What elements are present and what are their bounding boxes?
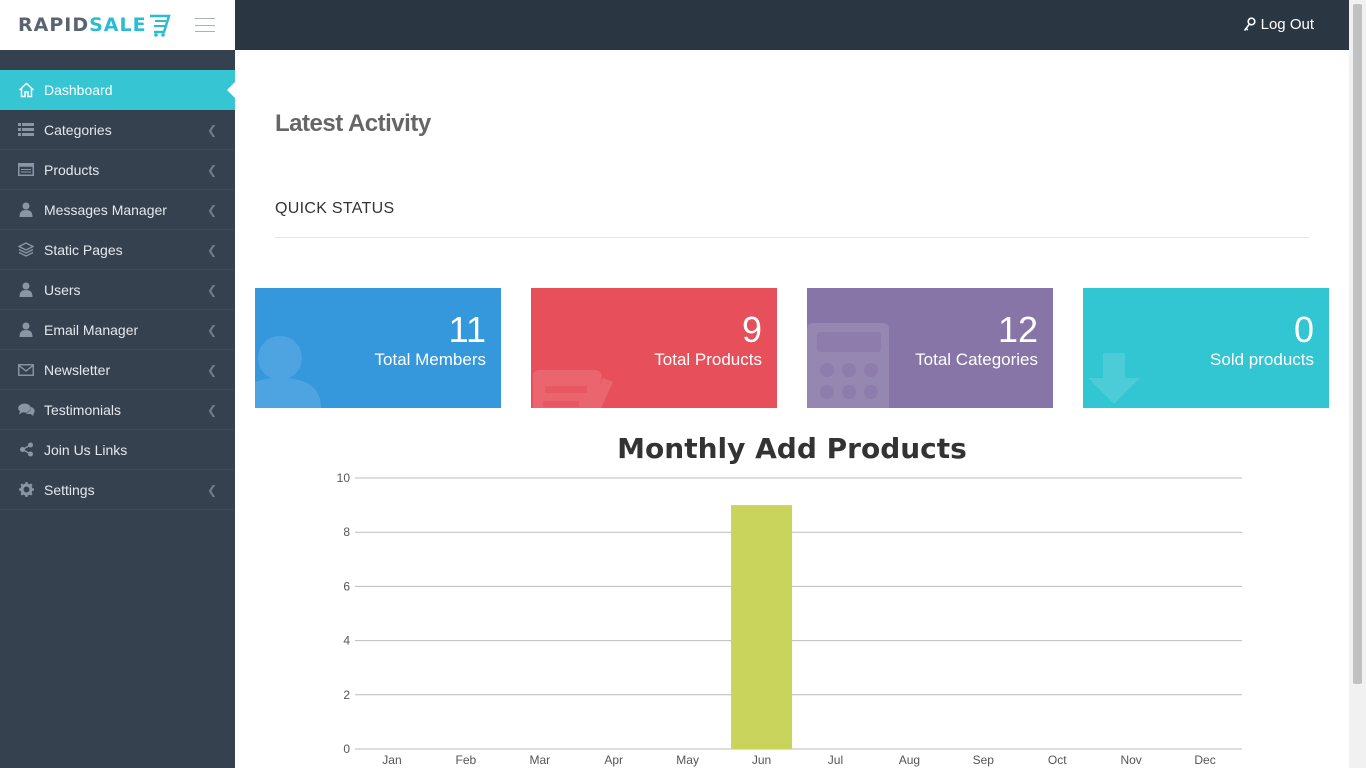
- scrollbar-thumb[interactable]: [1353, 4, 1362, 684]
- chevron-left-icon: ❮: [206, 282, 218, 297]
- stat-value: 11: [448, 309, 486, 350]
- logo-bar: RAPID SALE: [0, 0, 235, 50]
- gear-icon: [17, 482, 35, 498]
- sidebar-item-users[interactable]: Users ❮: [0, 270, 235, 310]
- chevron-left-icon: ❮: [206, 162, 218, 177]
- y-tick-label: 8: [343, 525, 350, 539]
- y-tick-label: 0: [343, 742, 350, 756]
- user-icon: [255, 336, 321, 408]
- sidebar-item-settings[interactable]: Settings ❮: [0, 470, 235, 510]
- chart-title: Monthly Add Products: [617, 432, 967, 465]
- user-icon: [17, 322, 35, 338]
- sidebar-toggle-button[interactable]: [195, 18, 215, 32]
- x-tick-label: Jan: [382, 753, 401, 767]
- y-tick-label: 6: [343, 579, 350, 593]
- logo[interactable]: RAPID SALE: [18, 12, 171, 38]
- page-title: Latest Activity: [275, 110, 431, 137]
- stat-label: Total Products: [654, 350, 762, 369]
- divider: [275, 237, 1309, 238]
- document-icon: [533, 370, 613, 408]
- x-tick-label: Mar: [529, 753, 550, 767]
- sidebar-item-label: Products: [44, 161, 100, 178]
- top-header: Log Out: [235, 0, 1349, 50]
- stat-value: 0: [1293, 309, 1314, 350]
- home-icon: [17, 82, 35, 98]
- sidebar-item-label: Users: [44, 281, 81, 298]
- sidebar-item-messages-manager[interactable]: Messages Manager ❮: [0, 190, 235, 230]
- chevron-left-icon: ❮: [206, 202, 218, 217]
- x-tick-label: Oct: [1048, 753, 1067, 767]
- sidebar-item-join-us-links[interactable]: Join Us Links: [0, 430, 235, 470]
- user-icon: [17, 282, 35, 298]
- page-scrollbar[interactable]: [1349, 0, 1366, 768]
- sidebar-item-label: Static Pages: [44, 241, 123, 258]
- sidebar-item-categories[interactable]: Categories ❮: [0, 110, 235, 150]
- download-icon: [1088, 353, 1140, 404]
- sidebar-item-label: Categories: [44, 121, 112, 138]
- x-tick-label: Feb: [456, 753, 477, 767]
- monthly-products-chart: Monthly Add Products 0 2 4 6 8 10 Jan Feb Mar Apr…: [235, 425, 1349, 768]
- sidebar-item-label: Email Manager: [44, 321, 139, 338]
- layers-icon: [17, 242, 35, 258]
- stat-card-total-members[interactable]: 11 Total Members: [255, 288, 501, 408]
- user-icon: [17, 202, 35, 218]
- bar-jun[interactable]: [731, 505, 793, 749]
- chevron-left-icon: ❮: [206, 482, 218, 497]
- x-tick-label: Jun: [752, 753, 771, 767]
- y-tick-label: 2: [343, 688, 350, 702]
- stat-value: 9: [741, 309, 762, 350]
- sidebar-item-label: Newsletter: [44, 361, 111, 378]
- list-icon: [17, 122, 35, 138]
- envelope-icon: [17, 362, 35, 378]
- comments-icon: [17, 402, 35, 418]
- stat-card-total-products[interactable]: 9 Total Products: [531, 288, 777, 408]
- bar-chart: 0 2 4 6 8 10 Jan Feb Mar Apr May Jun Jul Aug Sep Oct Nov…: [337, 471, 1242, 767]
- stat-card-sold-products[interactable]: 0 Sold products: [1083, 288, 1329, 408]
- chevron-left-icon: ❮: [206, 322, 218, 337]
- x-tick-label: May: [676, 753, 699, 767]
- sidebar-item-email-manager[interactable]: Email Manager ❮: [0, 310, 235, 350]
- stat-label: Sold products: [1210, 350, 1314, 369]
- sidebar-item-products[interactable]: Products ❮: [0, 150, 235, 190]
- sidebar-item-label: Messages Manager: [44, 201, 167, 218]
- chevron-left-icon: ❮: [206, 242, 218, 257]
- logout-label: Log Out: [1260, 16, 1314, 33]
- sidebar: RAPID SALE Dashboard Categories ❮: [0, 0, 235, 768]
- cart-icon: [149, 14, 171, 37]
- stat-label: Total Members: [374, 350, 486, 369]
- x-tick-label: Dec: [1194, 753, 1215, 767]
- y-tick-label: 10: [337, 471, 351, 485]
- logo-text-sale: SALE: [89, 14, 147, 36]
- main-content: Latest Activity QUICK STATUS 11 Total Me…: [235, 50, 1349, 768]
- x-tick-label: Sep: [973, 753, 995, 767]
- section-title: QUICK STATUS: [275, 200, 395, 217]
- logo-text-rapid: RAPID: [18, 14, 90, 36]
- sidebar-item-dashboard[interactable]: Dashboard: [0, 70, 235, 110]
- browser-icon: [17, 162, 35, 178]
- sidebar-item-newsletter[interactable]: Newsletter ❮: [0, 350, 235, 390]
- stat-card-total-categories[interactable]: 12 Total Categories: [807, 288, 1053, 408]
- sidebar-item-label: Settings: [44, 481, 95, 498]
- stat-label: Total Categories: [915, 350, 1038, 369]
- x-tick-label: Apr: [604, 753, 623, 767]
- share-icon: [17, 442, 35, 458]
- chevron-left-icon: ❮: [206, 122, 218, 137]
- chevron-left-icon: ❮: [206, 362, 218, 377]
- x-tick-label: Aug: [899, 753, 920, 767]
- sidebar-menu: Dashboard Categories ❮ Products ❮ Messag…: [0, 70, 235, 510]
- sidebar-item-label: Join Us Links: [44, 441, 128, 458]
- calculator-icon: [807, 323, 889, 408]
- chevron-left-icon: ❮: [206, 402, 218, 417]
- key-icon: [1243, 17, 1256, 32]
- sidebar-item-label: Testimonials: [44, 401, 122, 418]
- x-tick-label: Jul: [828, 753, 843, 767]
- stat-value: 12: [997, 309, 1038, 350]
- sidebar-item-static-pages[interactable]: Static Pages ❮: [0, 230, 235, 270]
- x-tick-label: Nov: [1120, 753, 1141, 767]
- logout-link[interactable]: Log Out: [1243, 16, 1314, 33]
- y-tick-label: 4: [343, 634, 350, 648]
- sidebar-item-testimonials[interactable]: Testimonials ❮: [0, 390, 235, 430]
- sidebar-item-label: Dashboard: [44, 82, 113, 98]
